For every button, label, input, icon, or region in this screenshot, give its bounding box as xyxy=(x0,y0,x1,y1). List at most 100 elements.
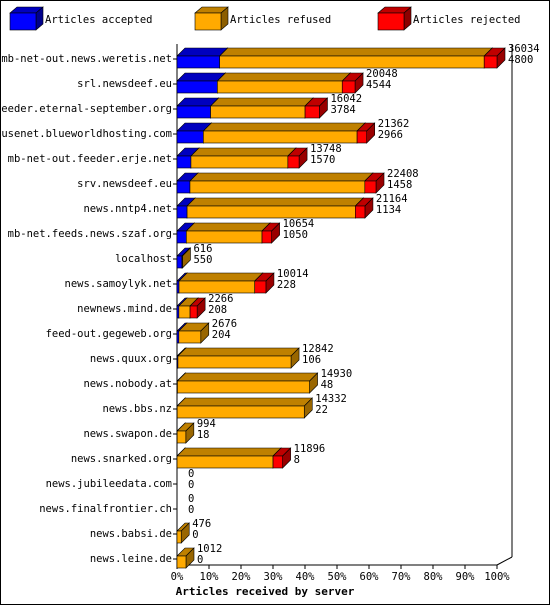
bar-front xyxy=(176,405,305,419)
accepted-label: 228 xyxy=(277,279,296,291)
accepted-label: 550 xyxy=(193,254,212,266)
accepted-label: 2966 xyxy=(378,129,403,141)
offered-label: 14332 xyxy=(315,393,347,405)
y-tick-label: news.nobody.at xyxy=(83,378,172,390)
bar-front xyxy=(203,130,358,144)
y-tick-label: mb-net.feeds.news.szaf.org xyxy=(8,228,172,240)
accepted-label: 0 xyxy=(197,554,203,566)
bar-segment xyxy=(176,372,319,394)
bar-front xyxy=(304,105,320,119)
y-tick-label: localhost xyxy=(115,253,172,265)
x-tick-label: 90% xyxy=(456,571,476,583)
bar-segment xyxy=(189,297,206,319)
offered-label: 10014 xyxy=(277,268,309,280)
bar-segment xyxy=(272,447,292,469)
bar-front xyxy=(217,80,343,94)
bar-segment xyxy=(186,197,365,219)
x-axis-title: Articles received by server xyxy=(176,585,355,598)
bar-front xyxy=(177,380,310,394)
accepted-label: 106 xyxy=(302,354,321,366)
bar-front xyxy=(176,130,204,144)
bar-segment xyxy=(178,322,210,344)
y-tick-label: news.finalfrontier.ch xyxy=(39,503,172,515)
y-tick-label: news.samoylyk.net xyxy=(65,278,172,290)
accepted-label: 1570 xyxy=(310,154,335,166)
offered-label: 13748 xyxy=(310,143,342,155)
bar-front xyxy=(177,355,292,369)
offered-label: 0 xyxy=(188,493,194,505)
legend-label: Articles accepted xyxy=(45,14,152,26)
bar-front xyxy=(261,230,272,244)
bar-segment xyxy=(254,272,275,294)
bar-segment xyxy=(176,447,282,469)
offered-label: 16042 xyxy=(330,93,362,105)
accepted-label: 48 xyxy=(321,379,334,391)
bar-front xyxy=(287,155,300,169)
x-tick-label: 70% xyxy=(392,571,412,583)
accepted-label: 208 xyxy=(208,304,227,316)
accepted-label: 0 xyxy=(188,479,194,491)
y-tick-label: feed-out.gegeweb.org xyxy=(46,328,172,340)
offered-label: 1012 xyxy=(197,543,222,555)
bar-front xyxy=(186,230,263,244)
bar-front xyxy=(176,155,192,169)
bar-top xyxy=(186,197,365,207)
bar-front xyxy=(178,280,256,294)
bar-top xyxy=(177,347,300,357)
offered-label: 476 xyxy=(192,518,211,530)
bar-front xyxy=(356,130,367,144)
bar-front xyxy=(190,155,289,169)
x-tick-label: 100% xyxy=(484,571,510,583)
accepted-label: 4544 xyxy=(366,79,391,91)
bar-segment xyxy=(178,272,264,294)
offered-label: 10654 xyxy=(283,218,315,230)
bar-top xyxy=(189,172,374,182)
bar-segment xyxy=(176,47,229,69)
accepted-label: 0 xyxy=(188,504,194,516)
bar-top xyxy=(218,47,493,57)
bar-front xyxy=(176,280,180,294)
bar-segment xyxy=(341,72,364,94)
bar-segment xyxy=(218,47,493,69)
bar-front xyxy=(189,305,198,319)
axis-line xyxy=(496,556,513,566)
bar-front xyxy=(272,455,283,469)
accepted-label: 22 xyxy=(315,404,328,416)
y-tick-label: mb-net-out.feeder.erje.net xyxy=(8,153,172,165)
bar-top xyxy=(190,147,297,157)
x-tick-label: 0% xyxy=(171,571,184,583)
y-tick-label: news.nntp4.net xyxy=(83,203,172,215)
y-tick-label: newnews.mind.de xyxy=(77,303,172,315)
offered-label: 12842 xyxy=(302,343,334,355)
bar-front xyxy=(176,430,187,444)
bar-segment xyxy=(177,347,300,369)
bar-segment xyxy=(181,247,192,269)
offered-label: 616 xyxy=(193,243,212,255)
bar-front xyxy=(176,55,220,69)
accepted-label: 1050 xyxy=(283,229,308,241)
accepted-label: 204 xyxy=(212,329,231,341)
bar-segment xyxy=(483,47,506,69)
bar-top xyxy=(209,97,314,107)
accepted-label: 18 xyxy=(197,429,210,441)
legend-swatch xyxy=(9,12,37,31)
bar-front xyxy=(210,105,306,119)
bar-segment xyxy=(354,197,374,219)
bar-segment xyxy=(189,172,374,194)
offered-label: 36034 xyxy=(508,43,540,55)
y-tick-label: news.jubileedata.com xyxy=(46,478,172,490)
bar-segment xyxy=(176,422,195,444)
bar-segment xyxy=(176,522,190,544)
x-tick-label: 30% xyxy=(264,571,284,583)
offered-label: 994 xyxy=(197,418,216,430)
bar-top xyxy=(176,397,313,407)
bar-top xyxy=(216,72,351,82)
bar-segment xyxy=(176,547,195,569)
y-tick-label: news.babsi.de xyxy=(90,528,172,540)
bar-top xyxy=(176,72,227,82)
bar-top xyxy=(176,47,229,57)
bar-top xyxy=(202,122,366,132)
offered-label: 2266 xyxy=(208,293,233,305)
offered-label: 14930 xyxy=(321,368,353,380)
